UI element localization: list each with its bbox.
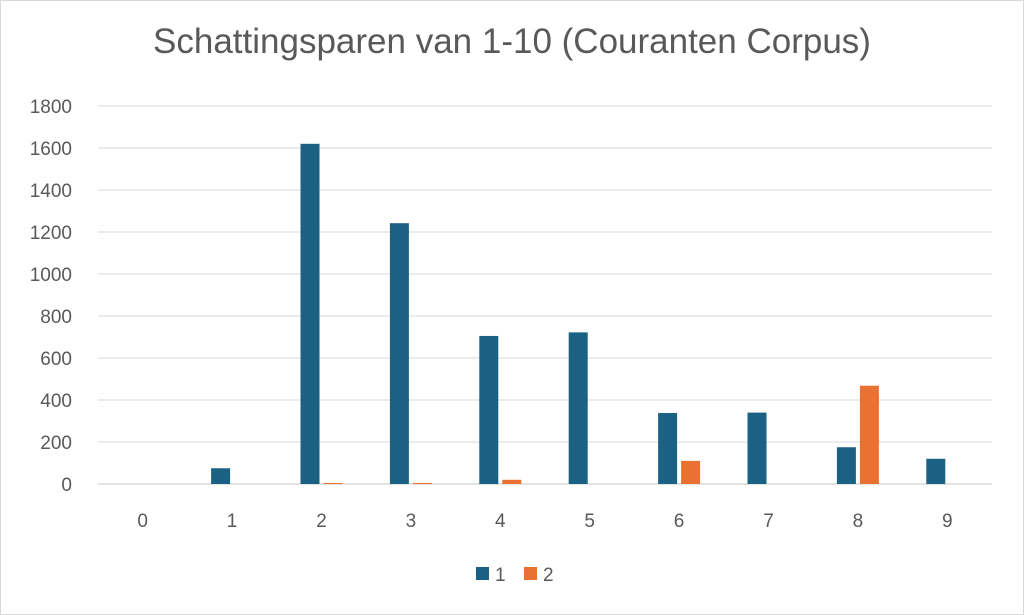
x-tick-label: 3: [406, 511, 417, 532]
legend-swatch-series-2: [524, 567, 537, 580]
gridlines: [98, 105, 992, 485]
x-tick-label: 4: [495, 511, 506, 532]
legend-label-series-1: 1: [495, 565, 506, 586]
y-tick-label: 600: [40, 349, 72, 370]
y-tick-label: 0: [61, 475, 72, 496]
y-tick-label: 1000: [30, 265, 72, 286]
bar-series-1-cat-6: [658, 413, 678, 484]
x-tick-label: 6: [674, 511, 685, 532]
y-tick-label: 1800: [30, 97, 72, 118]
bar-series-2-cat-6: [681, 460, 701, 484]
bar-series-1-cat-5: [568, 332, 588, 484]
x-tick-label: 0: [137, 511, 148, 532]
y-tick-label: 400: [40, 391, 72, 412]
x-tick-label: 5: [584, 511, 595, 532]
x-tick-label: 9: [942, 511, 953, 532]
bar-series-1-cat-9: [926, 458, 946, 484]
chart-title: Schattingsparen van 1-10 (Couranten Corp…: [153, 22, 871, 61]
bars: [211, 143, 946, 485]
bar-series-1-cat-2: [300, 143, 320, 485]
bar-series-1-cat-8: [836, 447, 856, 484]
y-tick-label: 800: [40, 307, 72, 328]
y-axis-ticks: 0 200 400 600 800 1000 1200 1400 1600 1800: [30, 97, 72, 496]
legend-label-series-2: 2: [543, 565, 554, 586]
y-tick-label: 1600: [30, 139, 72, 160]
bar-series-1-cat-4: [479, 335, 499, 484]
y-tick-label: 1200: [30, 223, 72, 244]
bar-series-1-cat-3: [389, 223, 409, 484]
legend-swatch-series-1: [476, 567, 489, 580]
x-tick-label: 1: [227, 511, 238, 532]
bar-series-2-cat-8: [859, 385, 879, 484]
x-tick-label: 2: [316, 511, 327, 532]
x-tick-label: 8: [853, 511, 864, 532]
bar-series-1-cat-7: [747, 412, 767, 484]
x-tick-label: 7: [763, 511, 774, 532]
y-tick-label: 200: [40, 433, 72, 454]
x-axis-ticks: 0 1 2 3 4 5 6 7 8 9: [137, 511, 952, 532]
bar-series-2-cat-2: [323, 482, 343, 484]
bar-series-1-cat-1: [211, 468, 231, 484]
bar-series-2-cat-3: [412, 482, 432, 484]
y-tick-label: 1400: [30, 181, 72, 202]
bar-series-2-cat-4: [502, 479, 522, 484]
